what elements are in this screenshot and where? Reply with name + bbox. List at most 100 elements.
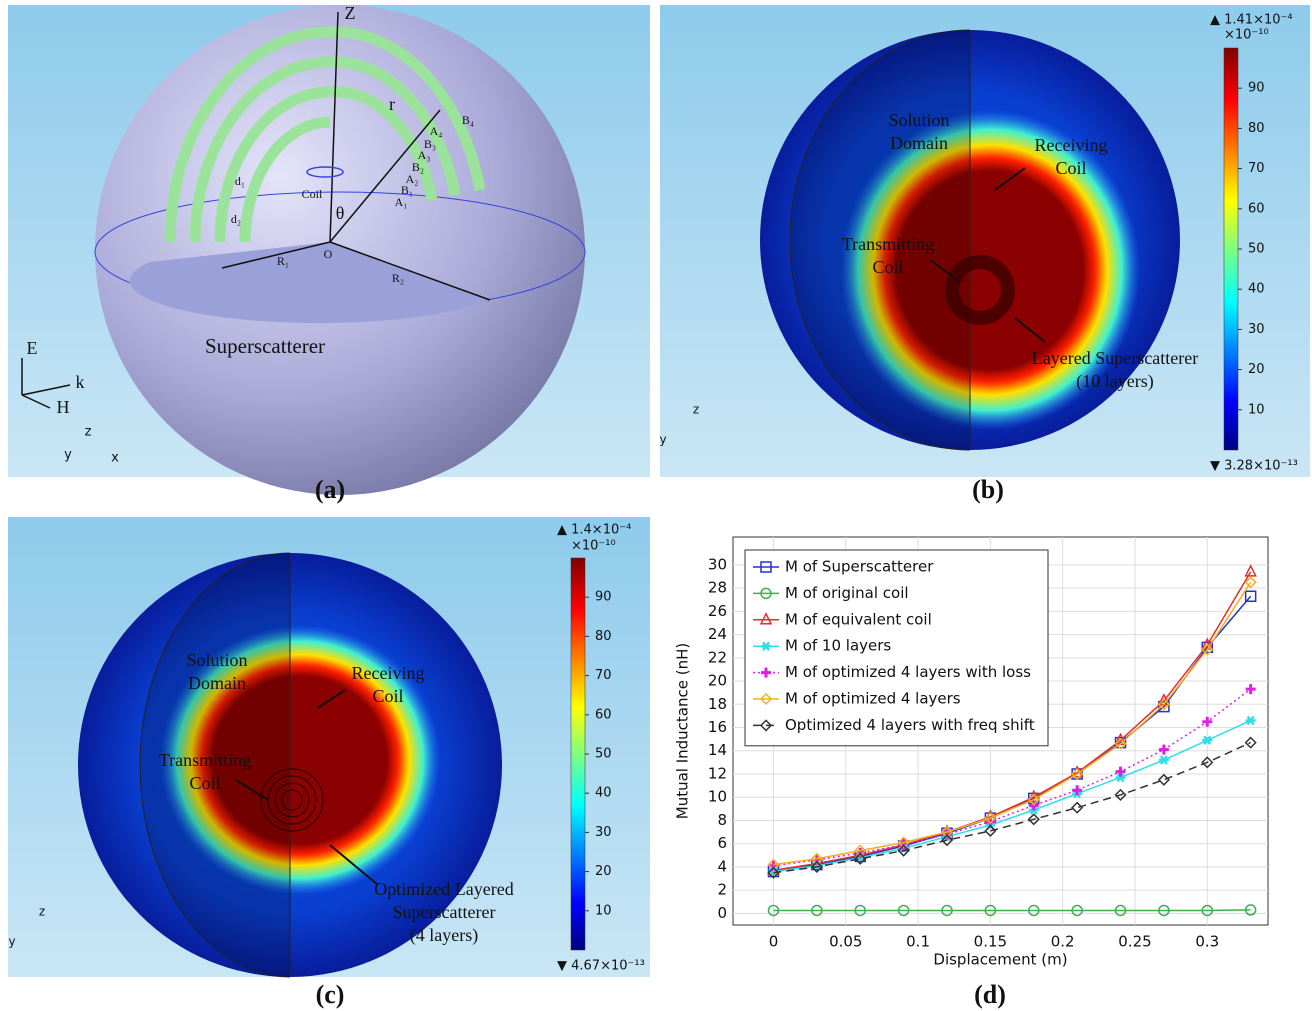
- annotation: (4 layers): [410, 925, 478, 946]
- legend-label: M of original coil: [785, 584, 909, 602]
- y-tick-label: 16: [708, 718, 727, 736]
- y-tick-label: 4: [717, 857, 727, 875]
- annotation: x: [111, 451, 119, 466]
- colorbar-tick-label: 10: [595, 903, 612, 918]
- colorbar-max: ▲ 1.4×10⁻⁴: [557, 523, 631, 538]
- y-tick-label: 6: [717, 834, 727, 852]
- colorbar-tick-label: 20: [595, 864, 612, 879]
- colorbar: [1224, 48, 1238, 450]
- colorbar-tick-label: 30: [1248, 322, 1265, 337]
- colorbar-tick-label: 60: [595, 707, 612, 722]
- annotation: Solution: [888, 110, 949, 130]
- annotation: O: [324, 247, 333, 261]
- annotation: z: [85, 425, 92, 440]
- annotation: y: [659, 433, 666, 447]
- x-tick-label: 0.3: [1195, 933, 1219, 951]
- annotation: R₁: [277, 254, 289, 268]
- annotation: z: [39, 905, 45, 919]
- y-tick-label: 24: [708, 625, 727, 643]
- legend-label: M of 10 layers: [785, 637, 891, 655]
- annotation: θ: [336, 203, 345, 223]
- y-tick-label: 12: [708, 764, 727, 782]
- colorbar-tick-label: 40: [1248, 282, 1265, 297]
- x-tick-label: 0.1: [906, 933, 930, 951]
- colorbar-tick-label: 90: [1248, 81, 1265, 96]
- annotation: Domain: [188, 673, 246, 693]
- y-tick-label: 0: [717, 904, 727, 922]
- y-tick-label: 18: [708, 695, 727, 713]
- annotation: Layered Superscatterer: [1032, 348, 1198, 368]
- colorbar-tick-label: 20: [1248, 362, 1265, 377]
- legend-label: M of optimized 4 layers with loss: [785, 663, 1031, 681]
- colorbar-tick-label: 80: [1248, 121, 1265, 136]
- annotation: Solution: [186, 650, 247, 670]
- panel-caption: (d): [974, 980, 1006, 1009]
- colorbar-min: ▼ 4.67×10⁻¹³: [557, 959, 645, 974]
- colorbar-tick-label: 70: [1248, 161, 1265, 176]
- colorbar-tick-label: 80: [595, 629, 612, 644]
- annotation: Coil: [302, 187, 323, 201]
- annotation: Coil: [372, 686, 403, 706]
- annotation: A₄: [430, 124, 443, 138]
- y-axis-label: Mutual Inductance (nH): [674, 643, 692, 819]
- panel-caption: (a): [315, 475, 345, 504]
- annotation: H: [57, 397, 70, 417]
- colorbar-tick-label: 90: [595, 590, 612, 605]
- x-tick-label: 0.2: [1051, 933, 1075, 951]
- annotation: R₂: [392, 271, 404, 285]
- colorbar-max: ▲ 1.41×10⁻⁴: [1210, 13, 1293, 28]
- annotation: (10 layers): [1076, 371, 1153, 392]
- panel-caption: (b): [972, 475, 1004, 504]
- x-axis-label: Displacement (m): [933, 951, 1067, 969]
- annotation: Transmitting: [842, 234, 934, 254]
- colorbar-min: ▼ 3.28×10⁻¹³: [1210, 459, 1298, 474]
- y-tick-label: 30: [708, 555, 727, 573]
- y-tick-label: 2: [717, 881, 727, 899]
- legend-label: M of equivalent coil: [785, 610, 932, 628]
- colorbar-tick-label: 50: [595, 747, 612, 762]
- annotation: r: [389, 94, 395, 114]
- colorbar-unit: ×10⁻¹⁰: [571, 539, 616, 554]
- annotation: Receiving: [352, 663, 425, 683]
- annotation: Coil: [189, 773, 220, 793]
- annotation: B₄: [462, 113, 474, 127]
- annotation: Superscatterer: [205, 334, 325, 358]
- annotation: k: [76, 372, 85, 392]
- annotation: Superscatterer: [393, 902, 496, 922]
- colorbar-tick-label: 60: [1248, 201, 1265, 216]
- annotation: E: [27, 338, 38, 358]
- x-tick-label: 0.15: [974, 933, 1007, 951]
- colorbar-tick-label: 70: [595, 668, 612, 683]
- annotation: d₂: [231, 212, 241, 226]
- annotation: d₁: [235, 174, 245, 188]
- legend-label: M of optimized 4 layers: [785, 690, 961, 708]
- annotation: A₁: [395, 195, 408, 209]
- y-tick-label: 22: [708, 648, 727, 666]
- colorbar-unit: ×10⁻¹⁰: [1224, 28, 1269, 43]
- y-tick-label: 8: [717, 811, 727, 829]
- annotation: y: [64, 448, 72, 463]
- annotation: Transmitting: [159, 750, 251, 770]
- colorbar-tick-label: 10: [1248, 402, 1265, 417]
- colorbar-tick-label: 40: [595, 786, 612, 801]
- x-tick-label: 0.05: [829, 933, 862, 951]
- y-tick-label: 28: [708, 579, 727, 597]
- series-line: [773, 910, 1250, 911]
- y-tick-label: 26: [708, 602, 727, 620]
- annotation: Optimized Layered: [374, 879, 513, 899]
- annotation: y: [8, 935, 15, 949]
- figure: (a)(b)(c)(d)ZrθOCoild₁d₂R₁R₂B₄A₄B₃A₃B₂A₂…: [0, 0, 1312, 1011]
- annotation: Domain: [890, 133, 948, 153]
- y-tick-label: 10: [708, 788, 727, 806]
- y-tick-label: 14: [708, 741, 727, 759]
- x-tick-label: 0.25: [1118, 933, 1151, 951]
- colorbar-tick-label: 30: [595, 825, 612, 840]
- y-tick-label: 20: [708, 672, 727, 690]
- annotation: Receiving: [1035, 135, 1108, 155]
- legend-label: Optimized 4 layers with freq shift: [785, 716, 1035, 734]
- panel-caption: (c): [316, 980, 345, 1009]
- colorbar: [571, 558, 585, 950]
- legend-label: M of Superscatterer: [785, 558, 934, 576]
- x-tick-label: 0: [769, 933, 779, 951]
- annotation: Coil: [1055, 158, 1086, 178]
